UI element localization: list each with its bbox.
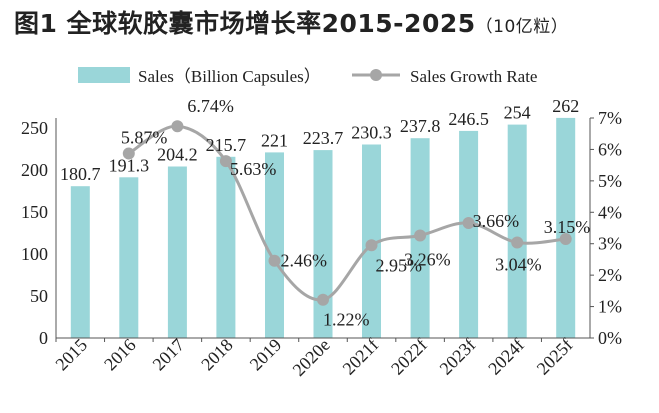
bar-2020e <box>313 150 333 338</box>
x-tick-2017: 2017 <box>149 335 189 375</box>
data-labels: 180.7 191.3 204.2 215.7 221 223.7 230.3 237.8 24… <box>60 96 590 330</box>
x-tick-2015: 2015 <box>52 335 92 375</box>
bar-label-2015: 180.7 <box>60 164 101 184</box>
bar-2017 <box>167 166 187 338</box>
growth-point-2018 <box>219 155 232 168</box>
bar-label-2022f: 237.8 <box>400 116 441 136</box>
x-tick-2025f: 2025f <box>533 335 577 379</box>
x-tick-2021f: 2021f <box>339 335 383 379</box>
bar-label-2017: 204.2 <box>157 144 198 164</box>
bar-label-2024f: 254 <box>504 103 531 123</box>
chart-title-main: 图1 全球软胶囊市场增长率2015-2025 <box>14 9 476 38</box>
growth-label-2022f: 3.26% <box>404 250 451 270</box>
bar-label-2019: 221 <box>261 130 288 150</box>
y-right-tick-1%: 1% <box>598 297 622 317</box>
bar-2016 <box>119 177 139 338</box>
bar-2015 <box>70 186 90 338</box>
growth-line <box>127 124 566 302</box>
growth-point-2017 <box>171 120 184 133</box>
bar-label-2016: 191.3 <box>109 155 150 175</box>
growth-label-2020e: 1.22% <box>323 310 370 330</box>
growth-label-2025f: 3.15% <box>544 217 591 237</box>
growth-point-2024f <box>511 236 524 249</box>
x-tick-2019: 2019 <box>246 335 286 375</box>
growth-label-2016: 5.87% <box>121 128 167 148</box>
bar-label-2021f: 230.3 <box>351 123 392 143</box>
chart-title-unit: （10亿粒） <box>475 17 569 37</box>
growth-label-2017: 6.74% <box>187 96 234 116</box>
y-left-tick-0: 0 <box>39 328 48 348</box>
x-tick-2016: 2016 <box>100 335 140 375</box>
growth-point-2019 <box>268 254 281 267</box>
legend: Sales（Billion Capsules） Sales Growth Rate <box>78 67 537 86</box>
bar-label-2025f: 262 <box>552 96 579 116</box>
legend-line-marker <box>370 69 382 81</box>
y-left-tick-50: 50 <box>30 286 48 306</box>
growth-label-2023f: 3.66% <box>473 211 520 231</box>
bar-2024f <box>507 124 527 338</box>
bar-2023f <box>459 130 479 338</box>
chart-title: 图1 全球软胶囊市场增长率2015-2025（10亿粒） <box>14 4 568 40</box>
growth-point-2016 <box>122 147 135 160</box>
y-right-tick-6%: 6% <box>598 139 622 159</box>
growth-point-2022f <box>414 229 427 242</box>
growth-line-layer <box>122 120 572 306</box>
y-right-tick-4%: 4% <box>598 202 622 222</box>
growth-point-2021f <box>365 239 378 252</box>
bar-label-2018: 215.7 <box>206 135 247 155</box>
growth-label-2024f: 3.04% <box>495 254 542 274</box>
x-tick-2020e: 2020e <box>289 335 334 380</box>
growth-point-2025f <box>559 233 572 245</box>
y-right-tick-0%: 0% <box>598 328 622 348</box>
x-tick-2022f: 2022f <box>387 335 431 379</box>
y-right-tick-7%: 7% <box>598 108 622 128</box>
x-tick-2024f: 2024f <box>484 335 528 379</box>
bar-label-2023f: 246.5 <box>448 109 489 129</box>
bar-2019 <box>265 152 284 338</box>
legend-bar-swatch <box>78 67 130 83</box>
y-right-tick-5%: 5% <box>598 171 622 191</box>
growth-label-2021f: 2.95% <box>376 255 423 275</box>
legend-growth-label: Sales Growth Rate <box>410 67 537 86</box>
x-tick-2018: 2018 <box>197 335 237 375</box>
growth-point-2020e <box>317 293 329 306</box>
y-left-tick-250: 250 <box>21 118 48 138</box>
y-right-tick-2%: 2% <box>598 265 622 285</box>
y-left-tick-100: 100 <box>21 244 48 264</box>
growth-label-2019: 2.46% <box>280 251 327 271</box>
bar-2025f <box>556 117 576 339</box>
bar-label-2020e: 223.7 <box>303 128 344 148</box>
y-left-tick-200: 200 <box>21 160 48 180</box>
bar-2018 <box>216 156 236 338</box>
legend-sales-label: Sales（Billion Capsules） <box>138 67 321 86</box>
y-right-tick-3%: 3% <box>598 234 622 254</box>
growth-label-2018: 5.63% <box>230 159 277 179</box>
x-tick-2023f: 2023f <box>436 335 480 379</box>
growth-point-2023f <box>462 217 475 229</box>
y-left-tick-150: 150 <box>21 202 48 222</box>
